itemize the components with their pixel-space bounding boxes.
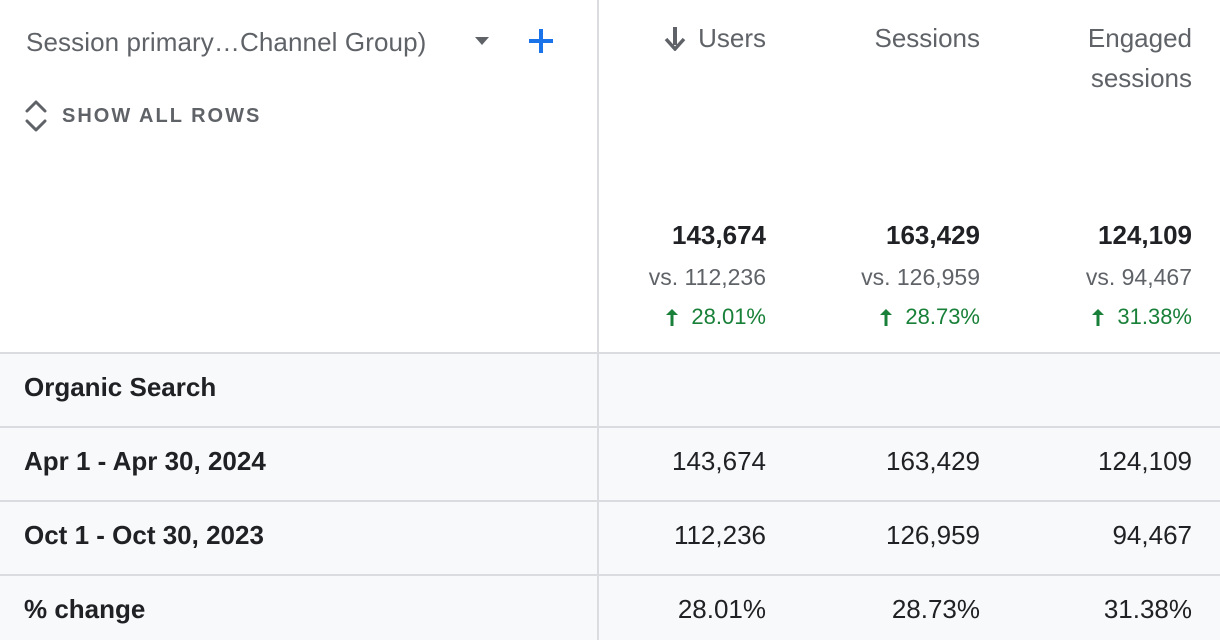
arrow-up-icon — [666, 309, 679, 326]
total-engaged-value: 124,109 — [1098, 220, 1192, 250]
total-users-value: 143,674 — [672, 220, 766, 250]
column-header-engaged-sessions[interactable]: Engaged sessions — [992, 18, 1192, 98]
column-header-sessions[interactable]: Sessions — [875, 18, 981, 58]
show-all-rows-label: SHOW ALL ROWS — [62, 104, 262, 127]
arrow-up-icon — [880, 309, 893, 326]
cell-engaged-sessions: 94,467 — [1112, 520, 1192, 550]
total-users-change: 28.01% — [665, 304, 766, 330]
column-header-users-label: Users — [698, 23, 766, 53]
table-row: Oct 1 - Oct 30, 2023 112,236 126,959 94,… — [0, 500, 1220, 574]
arrow-down-icon — [664, 27, 686, 51]
cell-engaged-sessions: 31.38% — [1103, 594, 1192, 624]
triangle-down-icon[interactable] — [474, 36, 490, 46]
row-label: Apr 1 - Apr 30, 2024 — [24, 446, 266, 476]
column-header-users[interactable]: Users — [664, 18, 766, 58]
cell-users: 143,674 — [672, 446, 766, 476]
total-sessions-change: 28.73% — [879, 304, 980, 330]
total-sessions-value: 163,429 — [886, 220, 980, 250]
column-header-engaged-label: Engaged sessions — [1087, 23, 1192, 93]
cell-users: 28.01% — [677, 594, 766, 624]
total-engaged-change: 31.38% — [1091, 304, 1192, 330]
cell-sessions: 28.73% — [891, 594, 980, 624]
unfold-more-icon — [25, 100, 47, 132]
table-header: Session primary…Channel Group) SHOW ALL … — [24, 18, 1192, 330]
column-header-sessions-label: Sessions — [874, 23, 981, 53]
arrow-up-icon — [1092, 309, 1105, 326]
row-label: Organic Search — [24, 372, 217, 402]
total-users-comparison: vs. 112,236 — [648, 264, 766, 290]
plus-icon[interactable] — [526, 26, 556, 56]
cell-sessions: 163,429 — [886, 446, 980, 476]
total-engaged-comparison: vs. 94,467 — [1085, 264, 1192, 290]
cell-sessions: 126,959 — [886, 520, 980, 550]
total-engaged-change-value: 31.38% — [1117, 304, 1192, 329]
table-row: % change 28.01% 28.73% 31.38% — [0, 574, 1220, 640]
dimension-label: Session primary…Channel Group) — [26, 26, 427, 57]
total-users-change-value: 28.01% — [691, 304, 766, 329]
row-label: % change — [24, 594, 146, 624]
cell-engaged-sessions: 124,109 — [1098, 446, 1192, 476]
table-row-group: Organic Search — [0, 352, 1220, 426]
total-sessions-comparison: vs. 126,959 — [861, 264, 980, 290]
dimension-selector[interactable]: Session primary…Channel Group) — [26, 22, 426, 62]
table-row: Apr 1 - Apr 30, 2024 143,674 163,429 124… — [0, 426, 1220, 500]
column-divider — [597, 0, 599, 640]
total-sessions-change-value: 28.73% — [905, 304, 980, 329]
show-all-rows-button[interactable]: SHOW ALL ROWS — [24, 96, 261, 136]
row-label: Oct 1 - Oct 30, 2023 — [24, 520, 264, 550]
cell-users: 112,236 — [673, 520, 766, 550]
